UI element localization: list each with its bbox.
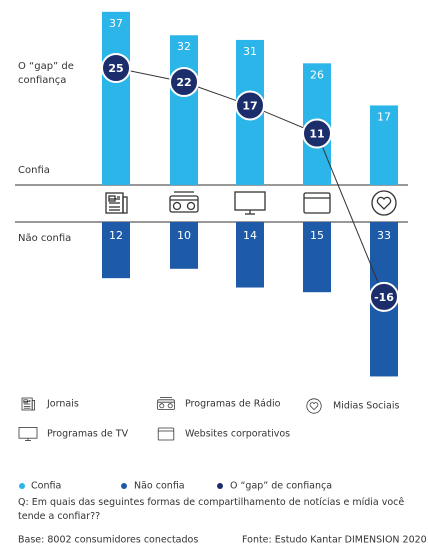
legend-label: Jornais [46, 399, 79, 410]
category-icon [234, 191, 266, 215]
category-icon [303, 192, 331, 214]
nao-confia-bar [236, 222, 264, 288]
icon-part [169, 195, 199, 213]
icon-part [157, 399, 175, 410]
bar-value-label: 37 [109, 17, 123, 30]
base-note: Base: 8002 consumidores conectados [18, 535, 198, 546]
category-icon [157, 427, 175, 441]
icon-part [122, 196, 128, 214]
icon-part [167, 403, 173, 409]
gap-circle [101, 53, 131, 83]
icon-part [159, 403, 165, 409]
icon-part [306, 398, 322, 414]
legend-label: Midias Sociais [333, 401, 399, 412]
gap-annotation: O “gap” de confiança [18, 61, 74, 86]
bar-value-label: 15 [310, 229, 324, 242]
nao-confia-bar [303, 222, 331, 293]
gap-circle [169, 67, 199, 98]
confia-bar [102, 11, 130, 186]
legend-dot [19, 483, 25, 489]
icon-part [309, 402, 319, 411]
gap-value-label: -16 [374, 291, 394, 304]
legend-label: Programas de Rádio [185, 399, 281, 410]
icon-part [18, 427, 38, 439]
source-note: Fonte: Estudo Kantar DIMENSION 2020 [242, 535, 427, 546]
category-icon [157, 397, 175, 410]
bar-value-label: 14 [243, 229, 257, 242]
legend-label: Confia [31, 481, 61, 492]
legend-label: O “gap” de confiança [230, 481, 332, 492]
bar-value-label: 33 [377, 229, 391, 242]
bar-value-label: 31 [243, 45, 257, 58]
icon-part [376, 196, 392, 210]
icon-part [186, 201, 196, 211]
icon-part [371, 190, 397, 216]
icon-part [157, 427, 175, 441]
gap-circle [302, 118, 332, 149]
icon-part [31, 400, 35, 411]
nao-confia-bar [102, 222, 130, 279]
category-icon [105, 192, 128, 214]
gap-value-label: 17 [242, 99, 257, 112]
gap-circle [235, 90, 265, 121]
legend-dot [217, 483, 223, 489]
gap-value-label: 22 [176, 76, 191, 89]
question: Q: Em quais das seguintes formas de comp… [18, 497, 405, 522]
confia-bar [170, 35, 198, 185]
bar-value-label: 32 [177, 40, 191, 53]
icon-part [172, 201, 182, 211]
legend-dot [121, 483, 127, 489]
category-icon [21, 397, 35, 411]
bar-value-label: 26 [310, 68, 324, 81]
up-label: Confia [18, 165, 50, 176]
gap-value-label: 11 [309, 128, 324, 141]
category-icon [306, 398, 322, 414]
icon-part [303, 192, 331, 214]
bar-value-label: 12 [109, 229, 123, 242]
down-label: Não confia [18, 233, 71, 244]
category-icon [18, 427, 38, 441]
legend-label: Programas de TV [47, 429, 129, 440]
gap-circle [369, 281, 399, 312]
category-icon [169, 191, 199, 213]
icon-part [234, 191, 266, 211]
nao-confia-bar [170, 222, 198, 269]
legend-label: Websites corporativos [185, 429, 290, 440]
legend-label: Não confia [134, 481, 185, 492]
gap-value-label: 25 [108, 62, 123, 75]
confia-bar [370, 105, 398, 185]
category-icon [371, 190, 397, 216]
bar-value-label: 10 [177, 229, 191, 242]
bar-value-label: 17 [377, 110, 391, 123]
